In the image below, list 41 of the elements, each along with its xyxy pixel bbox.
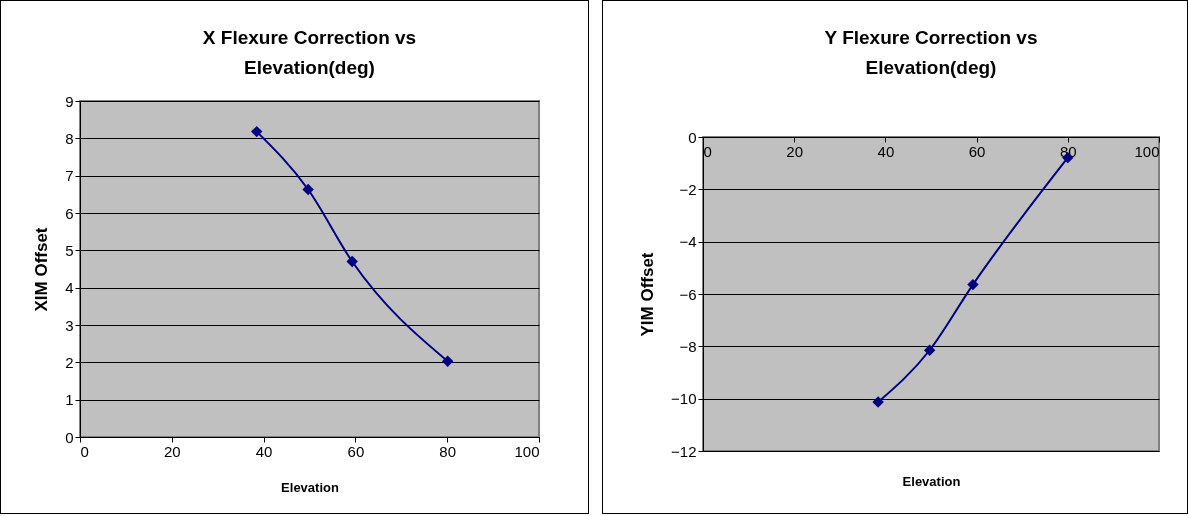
y-tick-label: −2 (679, 180, 697, 198)
x-tick-label: 0 (703, 142, 712, 160)
y-tick-label: −4 (679, 233, 697, 251)
y-tick-label: 3 (65, 316, 74, 334)
x-axis-title: Elevation (281, 479, 339, 495)
x-tick-label: 0 (80, 442, 89, 460)
x-tick-label: 20 (163, 442, 181, 460)
chart-title: Y Flexure Correction vs Elevation(deg) (824, 27, 1038, 78)
y-tick-label: 5 (65, 241, 74, 259)
point (346, 255, 358, 268)
y-axis-title: YIM Offset (638, 252, 658, 337)
y-tick-label: 0 (688, 128, 697, 146)
point (441, 355, 454, 367)
x-tick-label: 40 (255, 442, 273, 460)
y-tick-label: 9 (65, 92, 74, 110)
y-tick-label: 8 (65, 129, 74, 147)
chart-title: X Flexure Correction vs Elevation(deg) (202, 27, 417, 78)
x-tick-label: 40 (877, 142, 895, 160)
point (872, 396, 884, 408)
y-tick-label: −6 (679, 285, 697, 303)
x-tick-label: 60 (347, 442, 365, 460)
y-tick-label: −12 (671, 442, 697, 460)
point (967, 278, 979, 291)
x-tick-label: 100 (514, 442, 540, 460)
point (251, 125, 263, 138)
y-tick-label: −8 (679, 337, 697, 355)
y-tick-label: 7 (65, 167, 74, 185)
x-tick-label: 80 (439, 442, 457, 460)
y-tick-label: 0 (65, 428, 74, 446)
x-tick-label: 60 (968, 142, 986, 160)
x-tick-label: 20 (786, 142, 804, 160)
point (923, 344, 936, 356)
y-tick-label: 4 (65, 279, 74, 297)
y-axis-title: XIM Offset (32, 227, 52, 312)
y-tick-label: 6 (65, 204, 74, 222)
y-tick-label: 1 (65, 391, 74, 409)
point (302, 183, 314, 196)
y-tick-label: −10 (671, 390, 697, 408)
y-tick-label: 2 (65, 353, 74, 371)
x-tick-label: 100 (1134, 142, 1160, 160)
x-axis-title: Elevation (902, 473, 961, 489)
